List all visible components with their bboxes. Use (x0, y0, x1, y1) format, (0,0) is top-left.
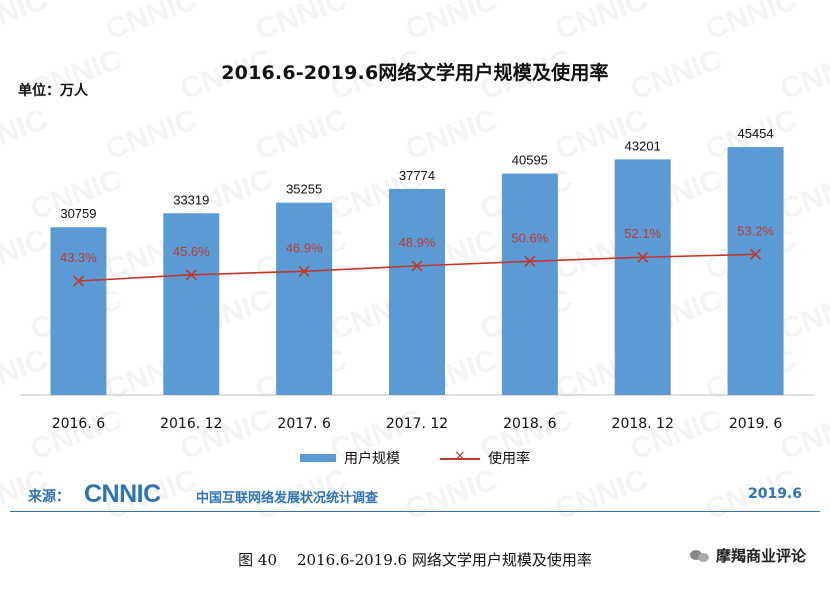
source-divider (10, 483, 820, 512)
x-tick-label: 2018. 12 (612, 416, 674, 432)
bar (389, 188, 445, 395)
bar-value-label: 45454 (737, 126, 773, 141)
usage-rate-marker (185, 269, 197, 281)
usage-rate-marker (411, 260, 423, 272)
wechat-account-badge: 摩羯商业评论 (685, 543, 810, 568)
chart-title: 2016.6-2019.6网络文学用户规模及使用率 (221, 62, 609, 84)
watermark-text: CNNIC (0, 223, 52, 287)
bar (276, 202, 333, 395)
legend-line-swatch: × (440, 448, 480, 464)
watermark-text: CNNIC (101, 103, 202, 167)
legend-bar-label: 用户规模 (344, 451, 400, 467)
source-org: 中国互联网络发展状况统计调查 (196, 491, 379, 506)
figure-caption: 图 40 2016.6-2019.6 网络文学用户规模及使用率 (0, 549, 830, 570)
x-tick-label: 2017. 6 (277, 416, 331, 432)
bar (614, 159, 671, 395)
legend-bar-swatch (300, 454, 336, 462)
usage-rate-label: 45.6% (173, 244, 210, 259)
watermark-text: CNNIC (551, 103, 652, 167)
usage-rate-marker (524, 255, 536, 267)
x-tick-label: 2019. 6 (729, 416, 783, 432)
watermark-text: CNNIC (0, 103, 52, 167)
usage-rate-label: 52.1% (624, 226, 661, 241)
watermark-text: CNNIC (701, 0, 802, 47)
bar-value-label: 43201 (625, 138, 661, 153)
bar (727, 147, 784, 395)
watermark-text: CNNIC (251, 0, 352, 47)
bar-value-label: 40595 (512, 153, 548, 168)
legend-item-bar: 用户规模 (300, 448, 400, 468)
usage-rate-label: 53.2% (737, 223, 774, 238)
usage-rate-marker (72, 275, 84, 287)
bar (163, 213, 220, 395)
watermark-text: CNNIC (401, 0, 502, 47)
watermark-text: CNNIC (401, 103, 502, 167)
legend-line-marker: × (454, 448, 466, 464)
chart-legend: 用户规模 × 使用率 (0, 448, 830, 468)
usage-rate-label: 48.9% (399, 235, 436, 250)
watermark-text: CNNIC (776, 283, 830, 347)
figure-caption-text: 2016.6-2019.6 网络文学用户规模及使用率 (297, 551, 592, 569)
usage-rate-label: 46.9% (286, 240, 323, 255)
usage-rate-marker (298, 265, 310, 277)
bar (50, 227, 107, 395)
bar-value-label: 33319 (173, 192, 209, 207)
usage-rate-label: 50.6% (511, 230, 548, 245)
bar-value-label: 30759 (60, 206, 96, 221)
wechat-icon (689, 548, 710, 564)
legend-line-label: 使用率 (488, 451, 530, 467)
usage-rate-label: 43.3% (60, 250, 97, 265)
x-tick-label: 2017. 12 (386, 416, 448, 432)
watermark-text: CNNIC (776, 163, 830, 227)
wechat-account-name: 摩羯商业评论 (715, 547, 806, 565)
usage-rate-marker (637, 251, 649, 263)
legend-item-line: × 使用率 (440, 448, 530, 468)
bar (501, 173, 558, 395)
cnnic-logo: CNNIC (84, 480, 161, 508)
watermark-text: CNNIC (0, 343, 52, 407)
watermark-text: CNNIC (251, 103, 352, 167)
x-tick-label: 2016. 12 (160, 416, 222, 432)
bar-value-label: 35255 (286, 182, 322, 197)
source-label: 来源： (28, 489, 70, 505)
bar-value-label: 37774 (399, 168, 435, 183)
figure-number: 图 40 (238, 551, 278, 569)
source-date: 2019.6 (747, 486, 802, 502)
x-tick-label: 2016. 6 (52, 416, 106, 432)
watermark-text: CNNIC (551, 0, 652, 47)
watermark-text: CNNIC (0, 0, 52, 47)
usage-rate-marker (750, 248, 762, 260)
x-tick-label: 2018. 6 (503, 416, 557, 432)
unit-label: 单位：万人 (18, 83, 88, 99)
watermark-text: CNNIC (101, 0, 202, 47)
